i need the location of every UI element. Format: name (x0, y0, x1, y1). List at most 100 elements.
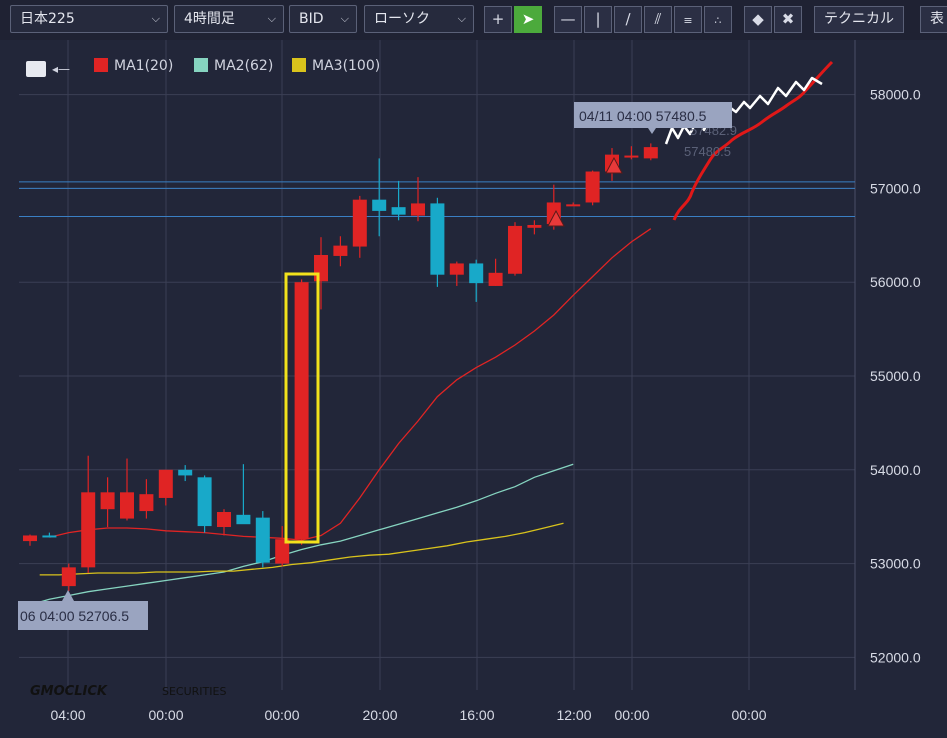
collapse-arrow-icon[interactable]: ◂— (52, 62, 70, 76)
ma1-swatch (94, 58, 108, 72)
crosshair-tooltip-top: 04/11 04:00 57480.5 (574, 102, 732, 134)
channel-line-tool-button[interactable]: ⫽ (644, 6, 672, 33)
crosshair-tool-button[interactable]: + (484, 6, 512, 33)
candle-body (158, 469, 173, 498)
watermark-sub: SECURITIES (162, 685, 226, 698)
y-tick-label: 55000.0 (870, 368, 921, 384)
candle-body (294, 282, 309, 540)
candle (527, 220, 542, 235)
candle-body (372, 199, 387, 211)
y-tick-label: 58000.0 (870, 87, 921, 103)
candle-body (624, 155, 639, 158)
candle-body (314, 254, 328, 282)
candle (391, 180, 406, 221)
highlight-box[interactable] (284, 272, 320, 544)
candle (566, 202, 581, 207)
tooltip-bottom-text: 06 04:00 52706.5 (20, 608, 129, 624)
candle-body (178, 469, 193, 476)
candle (372, 158, 387, 237)
candle (430, 197, 445, 287)
horizontal-line-tool-button[interactable]: — (554, 6, 582, 33)
candle-body (643, 147, 658, 159)
x-tick-label: 12:00 (556, 707, 591, 723)
candle (120, 458, 134, 521)
candle-body (139, 494, 154, 512)
candle (469, 259, 484, 302)
tooltip-top-text: 04/11 04:00 57480.5 (579, 108, 707, 124)
candle-body (120, 492, 134, 519)
timeframe-select[interactable]: 4時間足 ⌵ (174, 5, 284, 33)
candle (178, 465, 193, 482)
candle-body (236, 514, 251, 525)
delete-all-drawings-button[interactable]: ✖ (774, 6, 802, 33)
price-type-select[interactable]: BID ⌵ (289, 5, 357, 33)
ma1-label: MA1(20) (114, 58, 173, 74)
candle-body (488, 272, 503, 286)
candle (488, 258, 503, 286)
candle-body (217, 512, 231, 528)
forecast-red-curve[interactable] (672, 60, 834, 221)
fibonacci-fan-button[interactable]: ∴ (704, 6, 732, 33)
candle-body (449, 263, 464, 275)
candle-body (81, 492, 96, 568)
candle-body (61, 567, 76, 587)
candle (294, 279, 309, 545)
technical-button[interactable]: テクニカル (814, 6, 904, 33)
trend-line-tool-button[interactable]: ∕ (614, 6, 642, 33)
x-tick-label: 20:00 (362, 707, 397, 723)
candle (508, 222, 522, 276)
marker-triangle-icon (547, 209, 565, 227)
legend-toggle-icon[interactable] (26, 61, 46, 77)
ma3-label: MA3(100) (312, 58, 380, 74)
candle-body (527, 224, 542, 228)
candle-body (430, 203, 445, 275)
chevron-down-icon: ⌵ (457, 12, 466, 25)
ma2-swatch (194, 58, 208, 72)
candle (255, 511, 270, 568)
ma2-label: MA2(62) (214, 58, 273, 74)
y-tick-label: 53000.0 (870, 556, 921, 572)
horizontal-line-icon: — (560, 10, 576, 28)
candle-body (391, 207, 406, 215)
ma3-swatch (292, 58, 306, 72)
candle-body (411, 203, 425, 216)
candle-body (469, 263, 484, 284)
candle-body (585, 171, 600, 203)
price-type-label: BID (299, 11, 324, 27)
x-tick-label: 04:00 (50, 707, 85, 723)
eraser-button[interactable]: ◆ (744, 6, 772, 33)
candle (100, 477, 115, 528)
y-tick-label: 52000.0 (870, 649, 921, 665)
x-tick-label: 00:00 (731, 707, 766, 723)
forecast-white-scribble[interactable] (664, 76, 823, 145)
display-button[interactable]: 表 (920, 6, 947, 33)
candle (449, 261, 464, 286)
fibonacci-retracement-button[interactable]: ≡ (674, 6, 702, 33)
candle-body (42, 535, 57, 538)
chevron-down-icon: ⌵ (151, 12, 160, 25)
toolbar: 日本225 ⌵ 4時間足 ⌵ BID ⌵ ローソク ⌵ + ➤ — | ∕ ⫽ … (0, 0, 947, 40)
candle (643, 143, 658, 161)
candle (585, 170, 600, 206)
chevron-down-icon: ⌵ (267, 12, 276, 25)
candle (42, 532, 57, 538)
chart-style-select[interactable]: ローソク ⌵ (364, 5, 474, 33)
candle-body (275, 539, 290, 564)
symbol-label: 日本225 (20, 11, 75, 27)
vertical-line-tool-button[interactable]: | (584, 6, 612, 33)
candlestick-chart[interactable]: 58000.0 57000.0 56000.0 55000.0 54000.0 53000… (0, 40, 947, 738)
candle (197, 475, 212, 533)
y-tick-label: 54000.0 (870, 462, 921, 478)
candle (81, 455, 96, 573)
x-tick-label: 16:00 (459, 707, 494, 723)
marker-triangle-icon (605, 156, 623, 174)
ma1-line (49, 228, 652, 541)
symbol-select[interactable]: 日本225 ⌵ (10, 5, 168, 33)
fibonacci-fan-icon: ∴ (714, 14, 722, 27)
trend-line-icon: ∕ (625, 10, 631, 28)
chart-style-label: ローソク (374, 11, 430, 27)
timeframe-label: 4時間足 (184, 11, 235, 27)
pointer-tool-button[interactable]: ➤ (514, 6, 542, 33)
y-axis: 58000.0 57000.0 56000.0 55000.0 54000.0 53000… (870, 87, 921, 666)
candle-body (333, 245, 348, 256)
